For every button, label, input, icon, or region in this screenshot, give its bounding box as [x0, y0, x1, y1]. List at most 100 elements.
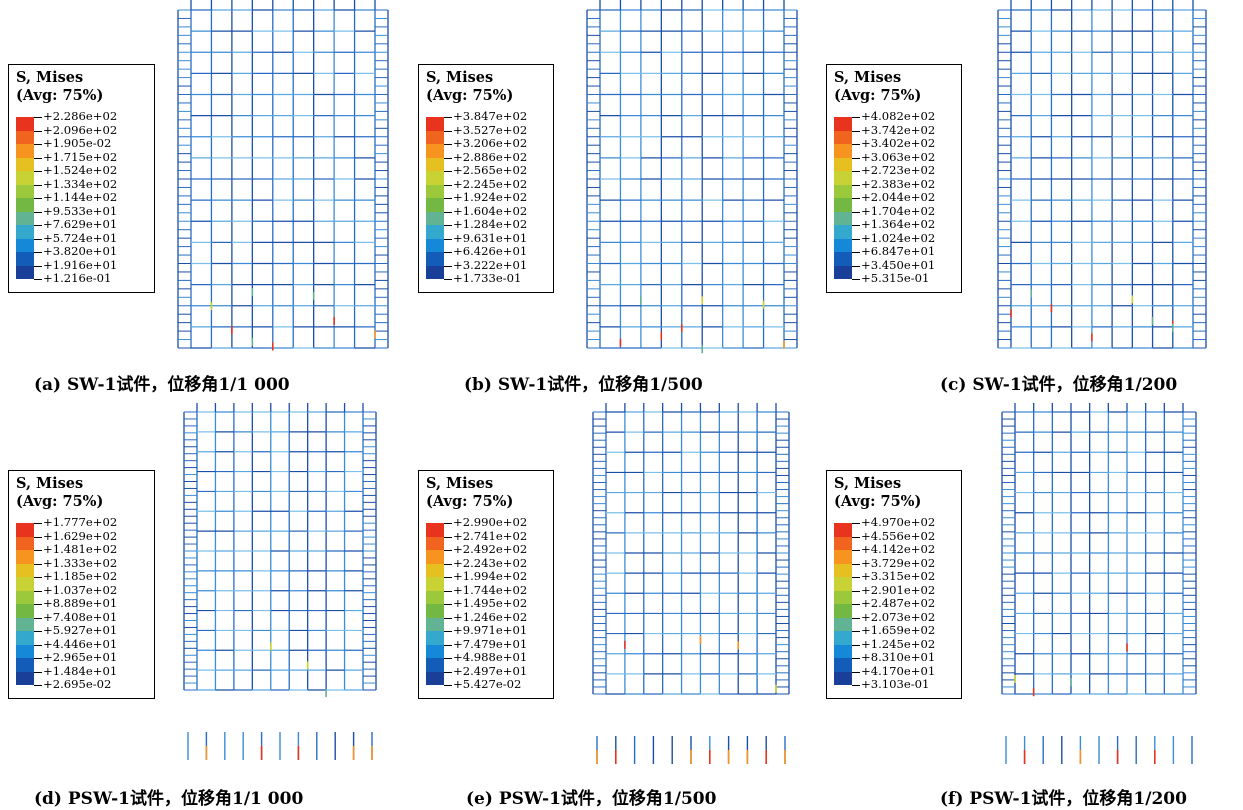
legend-value: +2.487e+02 [861, 596, 936, 610]
legend-value: +2.073e+02 [861, 609, 936, 624]
legend-value: +8.310e+01 [861, 650, 936, 664]
legend-value: +1.246e+02 [453, 609, 528, 624]
legend-value: +1.659e+02 [861, 623, 936, 637]
color-bar-segment [426, 550, 444, 564]
legend-value: +2.497e+01 [453, 663, 528, 678]
legend-value: +5.427e-02 [453, 677, 522, 691]
legend-value: +1.245e+02 [861, 636, 936, 651]
legend-value: +4.142e+02 [861, 542, 936, 556]
color-bar [16, 523, 34, 685]
color-bar-segment [834, 563, 852, 577]
mesh-contour [1001, 403, 1197, 764]
legend-value: +3.063e+02 [861, 149, 936, 164]
color-bar-segment [16, 658, 34, 672]
legend-value: +1.704e+02 [861, 203, 936, 218]
mesh-contour [177, 0, 389, 351]
legend-value: +1.733e-01 [453, 271, 522, 285]
stress-legend: S, Mises (Avg: 75%) +1.777e+02 +1.629e+02… [8, 470, 155, 699]
color-bar-segment [426, 631, 444, 645]
legend-value: +3.222e+01 [453, 257, 528, 272]
legend-value: +4.988e+01 [453, 650, 528, 664]
legend-value: +2.286e+02 [43, 109, 118, 123]
color-bar-segment [426, 144, 444, 158]
legend-value: +6.426e+01 [453, 244, 528, 258]
color-bar-segment [426, 590, 444, 604]
legend-value: +4.082e+02 [861, 109, 936, 123]
color-bar-segment [16, 644, 34, 658]
mesh-contour [997, 0, 1207, 349]
legend-value: +2.383e+02 [861, 176, 936, 191]
legend-avg: (Avg: 75%) [834, 493, 922, 510]
legend-value: +3.847e+02 [453, 109, 528, 123]
color-bar-segment [426, 130, 444, 144]
legend-value: +1.994e+02 [453, 569, 528, 583]
color-bar-segment [834, 171, 852, 185]
color-bar-segment [16, 211, 34, 225]
stress-legend: S, Mises (Avg: 75%) +2.286e+02 +2.096e+02… [8, 64, 155, 293]
mesh-contour [586, 0, 798, 354]
color-bar-segment [834, 184, 852, 198]
legend-value: +2.695e-02 [43, 677, 112, 691]
legend-value: +2.741e+02 [453, 528, 528, 543]
legend-value: +2.243e+02 [453, 555, 528, 570]
color-bar-segment [834, 604, 852, 618]
color-bar [834, 523, 852, 685]
color-bar-segment [834, 144, 852, 158]
color-bar-segment [834, 225, 852, 239]
color-bar-segment [834, 631, 852, 645]
legend-title: S, Mises [834, 475, 902, 492]
legend-title: S, Mises [16, 475, 84, 492]
color-bar-segment [426, 658, 444, 672]
legend-value: +2.044e+02 [861, 190, 936, 204]
caption: (e) PSW-1试件，位移角1/500 [466, 789, 717, 809]
color-bar-segment [16, 536, 34, 550]
mesh-contour [592, 403, 790, 764]
legend-value: +1.284e+02 [453, 217, 528, 231]
color-bar-segment [16, 523, 34, 537]
legend-value: +7.408e+01 [43, 609, 118, 624]
color-bar-segment [16, 184, 34, 198]
color-bar-segment [16, 157, 34, 171]
color-bar-segment [16, 604, 34, 618]
legend-title: S, Mises [16, 69, 84, 86]
stress-legend: S, Mises (Avg: 75%) +4.082e+02 +3.742e+02… [826, 64, 962, 293]
legend-value: +7.479e+01 [453, 636, 528, 651]
color-bar-segment [834, 658, 852, 672]
legend-value: +8.889e+01 [43, 596, 118, 610]
color-bar-segment [16, 252, 34, 266]
legend-value: +4.446e+01 [43, 636, 118, 651]
legend-value: +1.495e+02 [453, 596, 528, 610]
legend-value: +3.103e-01 [861, 677, 930, 691]
legend-value: +9.631e+01 [453, 230, 528, 245]
color-bar-segment [426, 671, 444, 685]
legend-value: +3.315e+02 [861, 569, 936, 583]
legend-values: +1.777e+02 +1.629e+02 +1.481e+02 +1.333e… [43, 515, 118, 692]
legend-value: +6.847e+01 [861, 244, 936, 258]
color-bar-segment [426, 184, 444, 198]
legend-value: +5.927e+01 [43, 623, 118, 637]
stress-legend: S, Mises (Avg: 75%) +2.990e+02 +2.741e+02… [418, 470, 554, 699]
legend-value: +3.527e+02 [453, 122, 528, 137]
legend-value: +1.744e+02 [453, 582, 528, 597]
color-bar-segment [426, 523, 444, 537]
legend-avg: (Avg: 75%) [16, 87, 104, 104]
color-bar-segment [426, 536, 444, 550]
color-bar-segment [16, 144, 34, 158]
color-bar-segment [16, 171, 34, 185]
legend-value: +1.144e+02 [43, 190, 118, 204]
legend-title: S, Mises [426, 69, 494, 86]
legend-value: +3.206e+02 [453, 136, 528, 150]
color-bar-segment [426, 577, 444, 591]
color-bar-segment [16, 577, 34, 591]
legend-value: +7.629e+01 [43, 217, 118, 231]
legend-avg: (Avg: 75%) [426, 87, 514, 104]
legend-value: +1.024e+02 [861, 230, 936, 245]
legend-value: +3.820e+01 [43, 244, 118, 258]
legend-value: +1.604e+02 [453, 203, 528, 218]
color-bar-segment [834, 617, 852, 631]
legend-value: +4.970e+02 [861, 515, 936, 529]
color-bar-segment [834, 577, 852, 591]
legend-value: +2.886e+02 [453, 149, 528, 164]
legend-value: +2.965e+01 [43, 650, 118, 664]
legend-values: +3.847e+02 +3.527e+02 +3.206e+02 +2.886e… [453, 109, 528, 286]
